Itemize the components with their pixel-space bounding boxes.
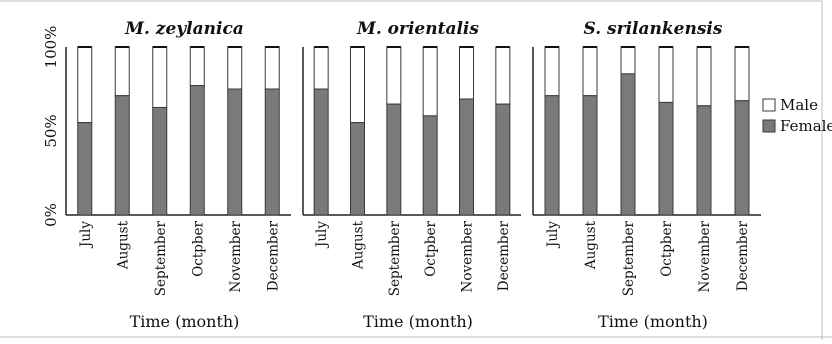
bar-male-november: [696, 46, 712, 107]
bar-female-july: [77, 122, 93, 216]
bar-male-july: [77, 46, 93, 124]
bar-female-november: [696, 105, 712, 216]
y-tick-label: 50%: [42, 114, 60, 147]
bar-male-december: [734, 46, 750, 102]
panel-1: M. zeylanica July August September Octpber No…: [65, 19, 291, 331]
x-tick-label: August: [115, 220, 131, 270]
panel-2: M. orientalis July August September Octpber N…: [302, 19, 521, 331]
bar-male-december: [495, 46, 511, 105]
panels-layer: 0% 50% 100% M. zeylanica July August September…: [42, 19, 761, 331]
bar-female-octpber: [658, 101, 674, 216]
bar-male-september: [152, 46, 168, 108]
legend-label-male: Male: [780, 96, 818, 114]
bar-female-august: [350, 122, 365, 216]
bar-female-august: [114, 95, 130, 216]
x-tick-label: Octpber: [659, 220, 675, 276]
bar-female-july: [544, 95, 560, 216]
panel-title: M. zeylanica: [124, 19, 244, 39]
x-tick-label: Octpber: [190, 220, 206, 276]
legend-swatch-male: [762, 98, 776, 112]
bar-male-december: [264, 46, 280, 90]
bar-female-september: [386, 103, 402, 216]
bar-male-september: [620, 46, 636, 75]
bar-male-november: [459, 46, 474, 100]
x-tick-label: July: [314, 221, 330, 249]
bar-female-december: [264, 88, 280, 216]
x-tick-label: December: [735, 220, 751, 291]
bar-female-octpber: [422, 115, 438, 216]
bar-female-december: [495, 103, 511, 216]
bar-female-september: [152, 106, 168, 216]
bar-male-octpber: [422, 46, 438, 117]
bar-male-august: [582, 46, 598, 97]
panel-3: S. srilankensis July August September Octpbe…: [532, 19, 761, 331]
x-tick-label: November: [228, 220, 244, 292]
x-tick-label: December: [265, 220, 281, 291]
bar-male-september: [386, 46, 402, 105]
bar-male-august: [350, 46, 365, 124]
x-tick-label: November: [697, 220, 713, 292]
x-tick-label: December: [496, 220, 512, 291]
bar-female-july: [313, 88, 329, 216]
x-tick-label: July: [545, 221, 561, 249]
bar-male-july: [544, 46, 560, 97]
x-tick-label: September: [153, 220, 169, 296]
legend-label-female: Female: [780, 117, 832, 135]
bar-female-august: [582, 95, 598, 216]
x-axis-label: Time (month): [130, 312, 240, 331]
x-tick-label: Octpber: [423, 220, 439, 276]
bar-male-octpber: [658, 46, 674, 103]
panel-title: M. orientalis: [356, 19, 479, 39]
bar-female-november: [459, 98, 474, 216]
x-tick-label: November: [460, 220, 476, 292]
bar-male-november: [227, 46, 243, 90]
bar-female-octpber: [189, 85, 205, 216]
x-axis-label: Time (month): [363, 312, 473, 331]
x-tick-label: July: [78, 221, 94, 249]
bar-male-octpber: [189, 46, 205, 87]
bar-male-august: [114, 46, 130, 97]
legend: Male Female: [762, 96, 832, 135]
bar-male-july: [313, 46, 329, 90]
x-axis-label: Time (month): [598, 312, 708, 331]
bar-female-september: [620, 73, 636, 216]
legend-swatch-female: [762, 119, 776, 133]
x-tick-label: September: [621, 220, 637, 296]
bar-female-december: [734, 100, 750, 216]
bar-female-november: [227, 88, 243, 216]
x-tick-label: August: [351, 220, 367, 270]
x-tick-label: August: [583, 220, 599, 270]
panel-title: S. srilankensis: [584, 19, 723, 39]
y-tick-label: 100%: [42, 26, 60, 69]
y-tick-label: 0%: [42, 203, 60, 227]
x-tick-label: September: [387, 220, 403, 296]
